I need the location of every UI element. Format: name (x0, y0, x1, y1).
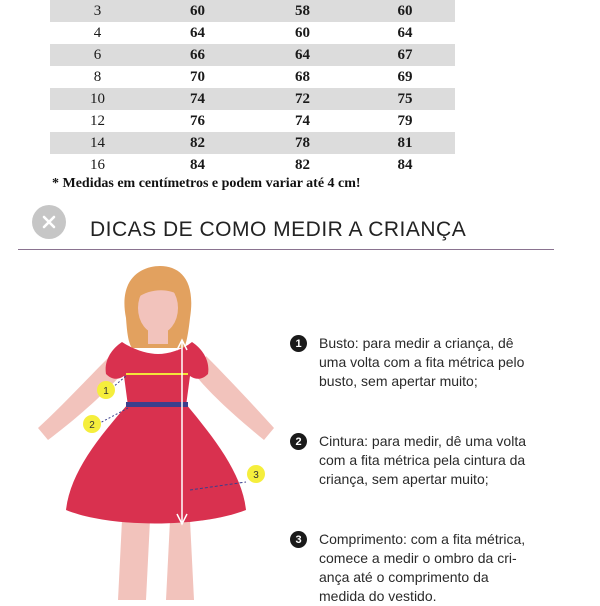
measure-cell: 64 (250, 44, 355, 66)
measure-cell: 84 (190, 156, 205, 173)
measure-cell: 74 (295, 112, 310, 129)
table-row: 16 84 82 84 (50, 154, 455, 176)
measure-cell: 66 (145, 44, 250, 66)
close-button[interactable] (32, 205, 66, 239)
marker-3 (247, 465, 265, 483)
measure-cell: 60 (295, 24, 310, 41)
measure-cell: 79 (397, 112, 413, 129)
tip-line: comece a medir o ombro da cri- (319, 550, 517, 566)
measure-cell: 82 (295, 156, 310, 173)
tip-waist: 2 Cintura: para medir, dê uma volta com … (290, 432, 560, 489)
measure-cell: 82 (145, 132, 250, 154)
measure-cell: 76 (190, 112, 205, 129)
child-right-arm (196, 356, 274, 440)
tip-number-icon: 3 (290, 531, 307, 548)
table-row: 6 66 64 67 (50, 44, 455, 66)
size-cell: 8 (93, 68, 102, 85)
tip-line: Cintura: para medir, dê uma volta (319, 433, 526, 449)
guide-title: DICAS DE COMO MEDIR A CRIANÇA (90, 218, 467, 241)
size-cell: 16 (90, 156, 105, 173)
footnote: * Medidas em centímetros e podem variar … (52, 176, 361, 191)
table-row: 8 70 68 69 (50, 66, 455, 88)
measure-cell: 75 (355, 88, 455, 110)
size-cell: 14 (50, 132, 145, 154)
marker-1-label: 1 (103, 386, 109, 397)
tip-line: Comprimento: com a fita métrica, (319, 531, 526, 547)
measure-cell: 72 (250, 88, 355, 110)
measure-cell: 58 (250, 0, 355, 22)
close-icon (42, 215, 56, 229)
table-row: 4 64 60 64 (50, 22, 455, 44)
tip-line: uma volta com a fita métrica pelo (319, 354, 525, 370)
size-cell: 12 (90, 112, 105, 129)
waist-band (126, 402, 188, 407)
child-left-arm (38, 356, 120, 440)
tip-number-icon: 1 (290, 335, 307, 352)
tip-line: busto, sem apertar muito; (319, 373, 478, 389)
size-cell: 10 (50, 88, 145, 110)
size-cell: 6 (50, 44, 145, 66)
tip-line: medida do vestido. (319, 588, 437, 604)
tip-number-icon: 2 (290, 433, 307, 450)
child-face (138, 282, 178, 334)
measure-cell: 68 (295, 68, 310, 85)
marker-1 (97, 381, 115, 399)
table-row: 3 60 58 60 (50, 0, 455, 22)
tip-line: Busto: para medir a criança, dê (319, 335, 514, 351)
child-skirt (66, 404, 246, 524)
size-cell: 3 (50, 0, 145, 22)
measure-cell: 78 (250, 132, 355, 154)
child-legs (118, 520, 194, 600)
tip-line: criança, sem apertar muito; (319, 471, 489, 487)
measure-cell: 70 (190, 68, 205, 85)
marker-2-label: 2 (89, 420, 95, 431)
size-table: 3 60 58 60 4 64 60 64 6 66 64 67 8 70 68 69 10 74 72 75 12 76… (50, 0, 455, 176)
child-illustration: 1 2 3 (38, 266, 274, 600)
measure-cell: 81 (355, 132, 455, 154)
measure-cell: 64 (190, 24, 205, 41)
measure-cell: 74 (145, 88, 250, 110)
tip-bust: 1 Busto: para medir a criança, dê uma vo… (290, 334, 560, 391)
marker-2 (83, 415, 101, 433)
measure-cell: 67 (355, 44, 455, 66)
table-row: 10 74 72 75 (50, 88, 455, 110)
measure-cell: 69 (397, 68, 413, 85)
measure-cell: 64 (397, 24, 413, 41)
tip-line: com a fita métrica pela cintura da (319, 452, 526, 468)
marker-3-label: 3 (253, 470, 259, 481)
tip-length: 3 Comprimento: com a fita métrica, comec… (290, 530, 560, 606)
measure-cell: 60 (145, 0, 250, 22)
size-cell: 4 (93, 24, 102, 41)
measure-cell: 84 (397, 156, 413, 173)
table-row: 12 76 74 79 (50, 110, 455, 132)
tip-line: ança até o comprimento da (319, 569, 489, 585)
measure-cell: 60 (355, 0, 455, 22)
title-divider (18, 249, 554, 250)
table-row: 14 82 78 81 (50, 132, 455, 154)
